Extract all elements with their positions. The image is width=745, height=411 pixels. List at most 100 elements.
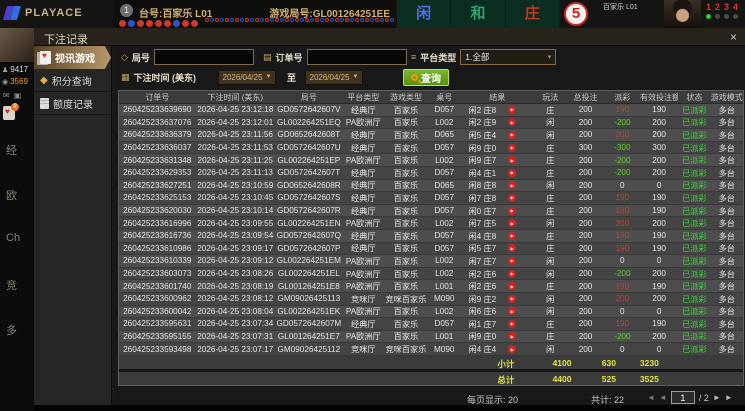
next-page-icon[interactable]: ► <box>712 393 721 402</box>
round-input[interactable] <box>153 49 254 65</box>
cell-payout: -200 <box>614 168 631 178</box>
sidebar-item-points-query[interactable]: ◆ 积分查询 <box>34 69 111 92</box>
date-from-button[interactable]: 2026/04/25 ▼ <box>218 69 276 85</box>
column-header: 平台类型 <box>347 92 380 102</box>
cell-valid-bet: 0 <box>656 180 662 190</box>
rail-menu-item[interactable]: 竞 <box>6 280 17 292</box>
cell-status: 已派彩 <box>682 345 707 355</box>
close-icon[interactable]: × <box>729 30 737 44</box>
column-header: 状态 <box>686 92 703 102</box>
cell-round-number: GD0652642608R <box>276 180 341 190</box>
cell-platform-type: 经典厅 <box>351 206 376 216</box>
prev-page-icon[interactable]: ◄ <box>658 393 667 402</box>
replay-icon[interactable]: ▶ <box>508 206 517 215</box>
cell-play-type: 庄 <box>546 231 555 241</box>
table-label: 台号:百家乐 L01 <box>139 9 213 20</box>
chevron-down-icon: ▾ <box>547 54 552 61</box>
table-row: 260425233631348 2026-04-25 23:11:25 GL00… <box>119 154 743 167</box>
cell-order-number: 260425233610339 <box>123 256 192 266</box>
cell-bet-time: 2026-04-25 23:08:04 <box>197 306 274 316</box>
cell-total-bet: 300 <box>578 143 593 153</box>
rail-menu-item[interactable]: Ch <box>6 232 21 244</box>
rail-menu-item[interactable]: 欧 <box>6 190 17 202</box>
calendar-icon: ▦ <box>121 71 130 82</box>
replay-icon[interactable]: ▶ <box>508 307 517 316</box>
seat-number: 2 <box>715 2 720 19</box>
replay-icon[interactable]: ▶ <box>508 345 517 354</box>
cell-valid-bet: 300 <box>652 143 666 153</box>
cell-round-number: GL002264251EP <box>277 155 341 165</box>
replay-icon[interactable]: ▶ <box>508 118 517 127</box>
replay-icon[interactable]: ▶ <box>508 231 517 240</box>
cell-status: 已派彩 <box>682 105 707 115</box>
cell-order-number: 260425233603073 <box>123 269 192 279</box>
platform-select[interactable]: 1.全部 ▾ <box>460 49 557 65</box>
replay-icon[interactable]: ▶ <box>508 332 517 341</box>
cell-order-number: 260425233636037 <box>123 143 192 153</box>
cell-order-number: 260425233610986 <box>123 243 192 253</box>
order-input[interactable] <box>306 49 407 65</box>
replay-icon[interactable]: ▶ <box>508 244 517 253</box>
cell-valid-bet: 190 <box>652 105 666 115</box>
replay-icon[interactable]: ▶ <box>508 282 517 291</box>
cell-valid-bet: 190 <box>652 231 666 241</box>
bet-records-table: 订单号 下注时间 (美东) 局号 平台类型 游戏类型 桌号 结果 玩法 总投注 派彩 有效投注额 状态… <box>118 90 744 386</box>
table-number-badge: 1 <box>120 4 133 17</box>
date-to-button[interactable]: 2026/04/25 ▼ <box>305 69 363 85</box>
cell-table-number: L002 <box>435 218 454 228</box>
sidebar-item-credit-records[interactable]: 额度记录 <box>34 92 111 115</box>
cell-payout: 190 <box>615 319 630 329</box>
cell-platform-type: PA欧洲厅 <box>345 269 381 279</box>
replay-icon[interactable]: ▶ <box>508 219 517 228</box>
logo-text: PLAYACE <box>25 7 83 19</box>
cell-play-type: 庄 <box>546 105 555 115</box>
cell-game-type: 百家乐 <box>393 307 419 317</box>
table-row: 260425233629353 2026-04-25 23:11:13 GD05… <box>119 166 743 180</box>
replay-icon[interactable]: ▶ <box>508 105 517 114</box>
cell-status: 已派彩 <box>682 231 707 241</box>
replay-icon[interactable]: ▶ <box>508 256 517 265</box>
cell-game-mode: 多台 <box>718 118 735 128</box>
rail-menu-item[interactable]: 经 <box>6 145 17 157</box>
replay-icon[interactable]: ▶ <box>508 130 517 139</box>
cell-valid-bet: 200 <box>652 168 666 178</box>
cell-status: 已派彩 <box>682 206 707 216</box>
cell-total-bet: 200 <box>578 231 593 241</box>
sidebar-item-video-games[interactable]: 视讯游戏 <box>34 46 111 69</box>
cell-payout: 190 <box>615 231 630 241</box>
rail-menu-item[interactable]: 多 <box>6 325 17 337</box>
replay-icon[interactable]: ▶ <box>508 193 517 202</box>
first-page-icon[interactable]: ◄ <box>647 393 655 402</box>
page-size-label: 每页显示: 20 <box>467 395 519 405</box>
cell-round-number: GL002264251EK <box>277 306 341 316</box>
replay-icon[interactable]: ▶ <box>508 143 517 152</box>
app-logo: PLAYACE <box>2 5 83 21</box>
replay-icon[interactable]: ▶ <box>508 181 517 190</box>
cell-platform-type: PA欧洲厅 <box>345 156 381 166</box>
cell-bet-time: 2026-04-25 23:11:56 <box>197 130 273 140</box>
cell-game-type: 百家乐 <box>393 206 419 216</box>
cell-status: 已派彩 <box>682 219 707 229</box>
game-card-icon[interactable] <box>3 103 19 120</box>
cell-status: 已派彩 <box>682 193 707 203</box>
search-button[interactable]: 查询 <box>403 69 449 86</box>
cell-bet-time: 2026-04-25 23:09:12 <box>197 256 274 266</box>
replay-icon[interactable]: ▶ <box>508 269 517 278</box>
replay-icon[interactable]: ▶ <box>508 168 517 177</box>
countdown-timer: 5 <box>564 2 588 26</box>
replay-icon[interactable]: ▶ <box>508 319 517 328</box>
column-header: 总投注 <box>573 92 598 102</box>
mail-icon[interactable]: ✉ <box>3 91 10 100</box>
replay-icon[interactable]: ▶ <box>508 156 517 165</box>
cell-game-type: 百家乐 <box>393 156 419 166</box>
user-avatar <box>0 28 34 62</box>
table-row: 260425233625153 2026-04-25 23:10:45 GD05… <box>119 192 743 205</box>
last-page-icon[interactable]: ► <box>724 393 733 402</box>
page-input[interactable]: 1 <box>670 391 695 404</box>
cell-bet-time: 2026-04-25 23:08:12 <box>197 294 274 304</box>
panel-icon[interactable]: ▣ <box>13 91 22 100</box>
online-count: ♟ 9417 <box>2 65 29 74</box>
cell-total-bet: 200 <box>578 331 593 341</box>
replay-icon[interactable]: ▶ <box>508 294 517 303</box>
